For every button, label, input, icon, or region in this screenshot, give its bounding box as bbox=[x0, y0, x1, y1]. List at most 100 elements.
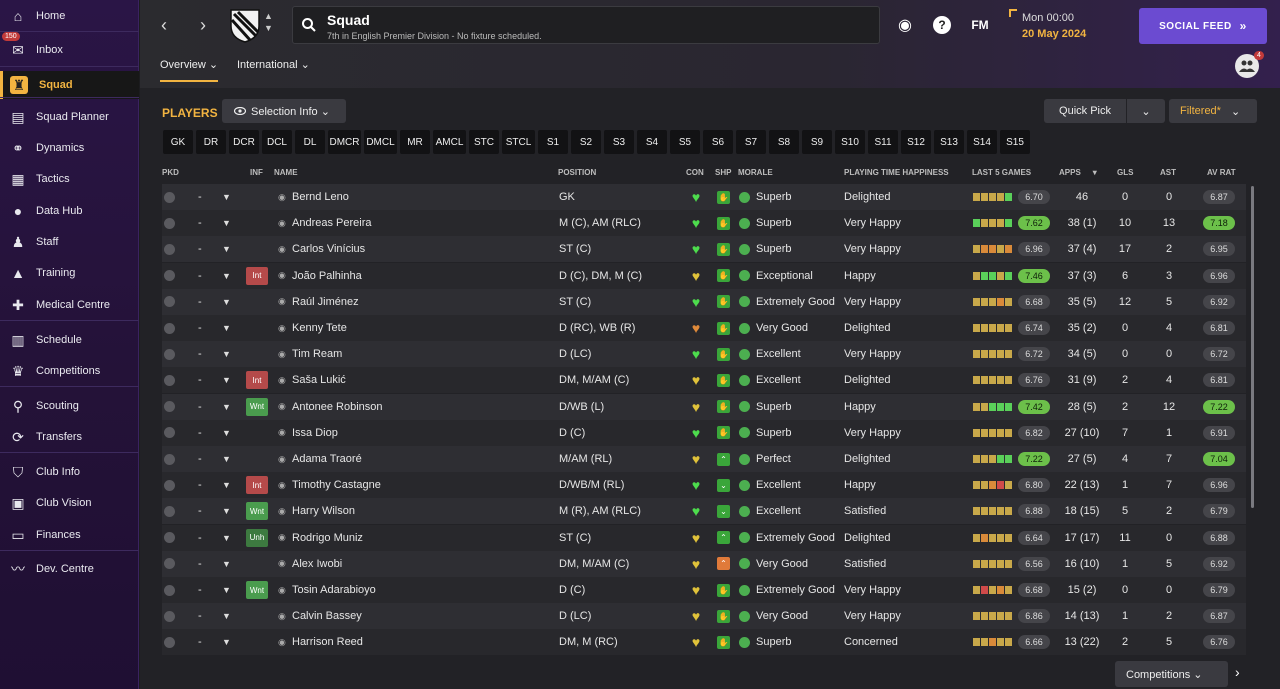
position-filter-dcr[interactable]: DCR bbox=[229, 130, 259, 154]
table-row[interactable]: - ▼ ◉ Bernd Leno GK ♥ ✋ Superb Delighted 6.70 46 0 0… bbox=[162, 184, 1246, 210]
position-filter-s7[interactable]: S7 bbox=[736, 130, 766, 154]
sidebar-item-competitions[interactable]: ♛ Competitions bbox=[0, 357, 139, 385]
player-name[interactable]: João Palhinha bbox=[292, 269, 362, 282]
help-icon[interactable]: ? bbox=[931, 14, 953, 36]
player-name[interactable]: Raúl Jiménez bbox=[292, 295, 359, 308]
chevron-down-icon[interactable]: ▼ bbox=[222, 401, 231, 412]
sidebar-item-staff[interactable]: ♟ Staff bbox=[0, 228, 139, 256]
chevron-down-icon[interactable]: ▼ bbox=[222, 480, 231, 491]
table-row[interactable]: - ▼ ◉ Harrison Reed DM, M (RC) ♥ ✋ Superb Concer… bbox=[162, 629, 1246, 656]
pick-toggle[interactable] bbox=[162, 394, 176, 420]
pick-toggle[interactable] bbox=[162, 472, 176, 498]
col-name[interactable]: NAME bbox=[274, 168, 298, 177]
table-row[interactable]: - ▼ Wnt ◉ Antonee Robinson D/WB (L) ♥ ✋ Superb Ha… bbox=[162, 393, 1246, 420]
pick-toggle[interactable] bbox=[162, 236, 176, 262]
position-filter-dmcr[interactable]: DMCR bbox=[328, 130, 361, 154]
chevron-down-icon[interactable]: ▼ bbox=[222, 454, 231, 464]
sidebar-item-transfers[interactable]: ⟳ Transfers bbox=[0, 423, 139, 451]
pick-toggle[interactable] bbox=[162, 420, 176, 446]
sidebar-item-inbox[interactable]: ✉ 150 Inbox bbox=[0, 32, 139, 64]
position-filter-stc[interactable]: STC bbox=[469, 130, 499, 154]
position-filter-s1[interactable]: S1 bbox=[538, 130, 568, 154]
player-name[interactable]: Issa Diop bbox=[292, 426, 338, 439]
chevron-down-icon[interactable]: ▼ bbox=[222, 296, 231, 307]
tab-international[interactable]: International ⌄ bbox=[237, 59, 310, 71]
pick-toggle[interactable] bbox=[162, 184, 176, 210]
col-avrat[interactable]: AV RAT bbox=[1207, 168, 1236, 177]
next-page-button[interactable]: › bbox=[1235, 664, 1240, 680]
sidebar-item-home[interactable]: ⌂ Home bbox=[0, 2, 139, 30]
chevron-down-icon[interactable]: ▼ bbox=[222, 585, 231, 595]
col-morale[interactable]: MORALE bbox=[738, 168, 773, 177]
chevron-down-icon[interactable]: ▼ bbox=[222, 270, 231, 281]
player-name[interactable]: Harrison Reed bbox=[292, 636, 363, 649]
player-name[interactable]: Harry Wilson bbox=[292, 505, 355, 518]
table-row[interactable]: - ▼ Int ◉ Saša Lukić DM, M/AM (C) ♥ ✋ Excellent D… bbox=[162, 367, 1246, 394]
sidebar-item-scouting[interactable]: ⚲ Scouting bbox=[0, 392, 139, 420]
match-ball-icon[interactable]: ◉ bbox=[898, 17, 912, 34]
position-filter-s5[interactable]: S5 bbox=[670, 130, 700, 154]
sidebar-item-club-info[interactable]: ⛉ Club Info bbox=[0, 458, 139, 486]
position-filter-gk[interactable]: GK bbox=[163, 130, 193, 154]
col-shp[interactable]: SHP bbox=[715, 168, 732, 177]
col-playing-time[interactable]: PLAYING TIME HAPPINESS bbox=[844, 168, 949, 177]
player-name[interactable]: Antonee Robinson bbox=[292, 400, 383, 413]
sidebar-item-dev-centre[interactable]: 〰 Dev. Centre bbox=[0, 555, 139, 583]
player-name[interactable]: Saša Lukić bbox=[292, 374, 346, 387]
tab-overview[interactable]: Overview ⌄ bbox=[160, 58, 219, 82]
position-filter-s2[interactable]: S2 bbox=[571, 130, 601, 154]
search-icon[interactable] bbox=[301, 17, 317, 33]
pick-toggle[interactable] bbox=[162, 577, 176, 603]
table-row[interactable]: - ▼ ◉ Tim Ream D (LC) ♥ ✋ Excellent Very Happy 6.… bbox=[162, 341, 1246, 368]
col-apps[interactable]: APPS ▾ bbox=[1059, 168, 1097, 177]
table-row[interactable]: - ▼ Wnt ◉ Tosin Adarabioyo D (C) ♥ ✋ Extremely G… bbox=[162, 577, 1246, 603]
col-inf[interactable]: INF bbox=[250, 168, 263, 177]
social-feed-button[interactable]: SOCIAL FEED » bbox=[1139, 8, 1267, 44]
player-name[interactable]: Andreas Pereira bbox=[292, 217, 372, 230]
position-filter-s12[interactable]: S12 bbox=[901, 130, 931, 154]
table-row[interactable]: - ▼ ◉ Andreas Pereira M (C), AM (RLC) ♥ ✋ Super… bbox=[162, 210, 1246, 237]
col-con[interactable]: CON bbox=[686, 168, 704, 177]
pick-toggle[interactable] bbox=[162, 341, 176, 367]
table-row[interactable]: - ▼ Wnt ◉ Harry Wilson M (R), AM (RLC) ♥ ⌄ Excel… bbox=[162, 498, 1246, 525]
position-filter-s4[interactable]: S4 bbox=[637, 130, 667, 154]
position-filter-amcl[interactable]: AMCL bbox=[433, 130, 466, 154]
table-row[interactable]: - ▼ ◉ Calvin Bassey D (LC) ♥ ✋ Very Good Very Ha… bbox=[162, 603, 1246, 630]
col-last5[interactable]: LAST 5 GAMES bbox=[972, 168, 1032, 177]
pick-toggle[interactable] bbox=[162, 367, 176, 393]
col-pkd[interactable]: PKD bbox=[162, 168, 179, 177]
col-position[interactable]: POSITION bbox=[558, 168, 597, 177]
pick-toggle[interactable] bbox=[162, 263, 176, 289]
chevron-down-icon[interactable]: ▼ bbox=[222, 244, 231, 255]
sidebar-item-tactics[interactable]: ▦ Tactics bbox=[0, 165, 139, 193]
club-switch-arrows[interactable]: ▲ ▼ bbox=[264, 11, 273, 33]
col-ast[interactable]: AST bbox=[1160, 168, 1176, 177]
table-row[interactable]: - ▼ ◉ Carlos Vinícius ST (C) ♥ ✋ Superb Very Hap… bbox=[162, 236, 1246, 263]
sidebar-item-medical-centre[interactable]: ✚ Medical Centre bbox=[0, 291, 139, 319]
position-filter-s8[interactable]: S8 bbox=[769, 130, 799, 154]
sidebar-item-schedule[interactable]: ▥ Schedule bbox=[0, 326, 139, 354]
sidebar-item-squad-planner[interactable]: ▤ Squad Planner bbox=[0, 103, 139, 131]
quick-pick-dropdown[interactable]: ⌄ bbox=[1127, 99, 1165, 123]
col-gls[interactable]: GLS bbox=[1117, 168, 1134, 177]
chevron-down-icon[interactable]: ▼ bbox=[222, 375, 231, 386]
position-filter-s11[interactable]: S11 bbox=[868, 130, 898, 154]
sidebar-item-training[interactable]: ▲ Training bbox=[0, 259, 139, 287]
forward-button[interactable]: › bbox=[200, 14, 206, 35]
table-row[interactable]: - ▼ ◉ Issa Diop D (C) ♥ ✋ Superb Very Happy 6.82 2… bbox=[162, 419, 1246, 446]
filter-button[interactable]: Filtered* ⌄ bbox=[1169, 99, 1257, 123]
club-crest-icon[interactable] bbox=[228, 6, 262, 44]
pick-toggle[interactable] bbox=[162, 446, 176, 472]
table-row[interactable]: - ▼ Unh ◉ Rodrigo Muniz ST (C) ♥ ⌃ Extremely Goo… bbox=[162, 524, 1246, 551]
pick-toggle[interactable] bbox=[162, 629, 176, 655]
sidebar-item-squad[interactable]: ♜ Squad bbox=[0, 71, 139, 99]
player-name[interactable]: Kenny Tete bbox=[292, 322, 347, 334]
position-filter-mr[interactable]: MR bbox=[400, 130, 430, 154]
pick-toggle[interactable] bbox=[162, 210, 176, 236]
position-filter-s3[interactable]: S3 bbox=[604, 130, 634, 154]
sidebar-item-club-vision[interactable]: ▣ Club Vision bbox=[0, 489, 139, 517]
position-filter-s14[interactable]: S14 bbox=[967, 130, 997, 154]
position-filter-dr[interactable]: DR bbox=[196, 130, 226, 154]
player-name[interactable]: Calvin Bassey bbox=[292, 610, 362, 623]
table-row[interactable]: - ▼ ◉ Alex Iwobi DM, M/AM (C) ♥ ⌃ Very Good Sati… bbox=[162, 550, 1246, 577]
